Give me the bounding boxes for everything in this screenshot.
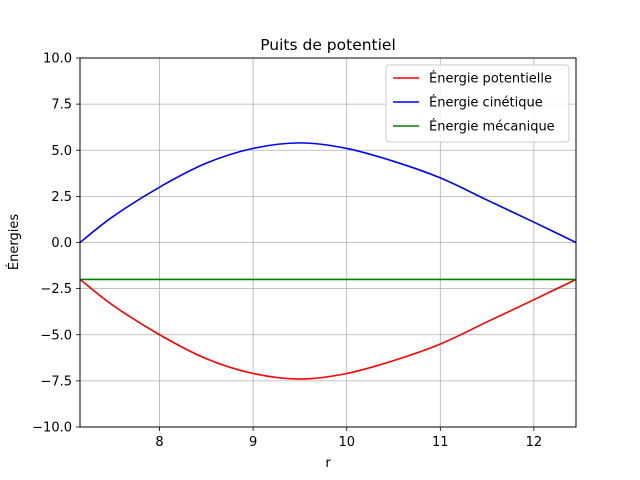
y-tick-label: −10.0 [32,421,72,436]
y-tick-label: 7.5 [51,98,72,113]
y-tick-label: −2.5 [40,282,72,297]
y-tick-label: 2.5 [51,190,72,205]
series-line-2 [79,142,577,244]
x-tick-label: 9 [249,435,257,450]
legend-label: Énergie cinétique [429,95,543,111]
legend: Énergie potentielle Énergie cinétique Éner… [385,64,570,143]
x-tick-label: 8 [155,435,163,450]
y-tick-label: −5.0 [40,328,72,343]
series-lines [79,142,577,380]
y-tick-label: 10.0 [43,52,72,67]
y-axis-label: Énergies [6,214,22,270]
y-ticks: −10.0 −7.5 −5.0 −2.5 0.0 2.5 5.0 7.5 10.0 [32,52,80,436]
x-axis-label: r [325,456,331,471]
x-tick-label: 12 [526,435,543,450]
chart-title: Puits de potentiel [260,36,396,54]
legend-box [385,64,570,143]
x-tick-label: 10 [338,435,355,450]
series-line-1 [79,278,577,380]
legend-label: Énergie mécanique [429,119,555,135]
y-tick-label: 5.0 [51,144,72,159]
x-tick-label: 11 [432,435,449,450]
legend-label: Énergie potentielle [429,71,552,87]
x-ticks: 8 9 10 11 12 [155,427,542,450]
y-tick-label: 0.0 [51,236,72,251]
y-tick-label: −7.5 [40,374,72,389]
